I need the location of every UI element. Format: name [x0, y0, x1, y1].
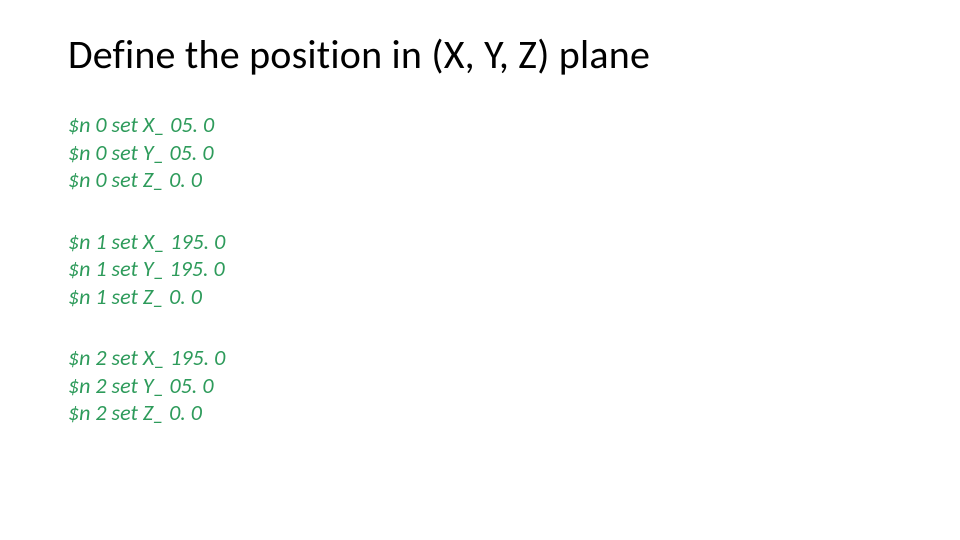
code-line: $n 1 set Z_ 0. 0: [68, 283, 900, 311]
code-line: $n 2 set X_ 195. 0: [68, 344, 900, 372]
slide-title: Define the position in (X, Y, Z) plane: [68, 30, 900, 79]
code-line: $n 2 set Z_ 0. 0: [68, 399, 900, 427]
code-line: $n 0 set X_ 05. 0: [68, 111, 900, 139]
code-line: $n 0 set Y_ 05. 0: [68, 139, 900, 167]
slide: Define the position in (X, Y, Z) plane $…: [0, 0, 960, 540]
code-block-2: $n 2 set X_ 195. 0 $n 2 set Y_ 05. 0 $n …: [68, 344, 900, 427]
code-block-0: $n 0 set X_ 05. 0 $n 0 set Y_ 05. 0 $n 0…: [68, 111, 900, 194]
code-line: $n 1 set Y_ 195. 0: [68, 255, 900, 283]
code-block-1: $n 1 set X_ 195. 0 $n 1 set Y_ 195. 0 $n…: [68, 228, 900, 311]
code-line: $n 1 set X_ 195. 0: [68, 228, 900, 256]
code-line: $n 2 set Y_ 05. 0: [68, 372, 900, 400]
code-line: $n 0 set Z_ 0. 0: [68, 166, 900, 194]
